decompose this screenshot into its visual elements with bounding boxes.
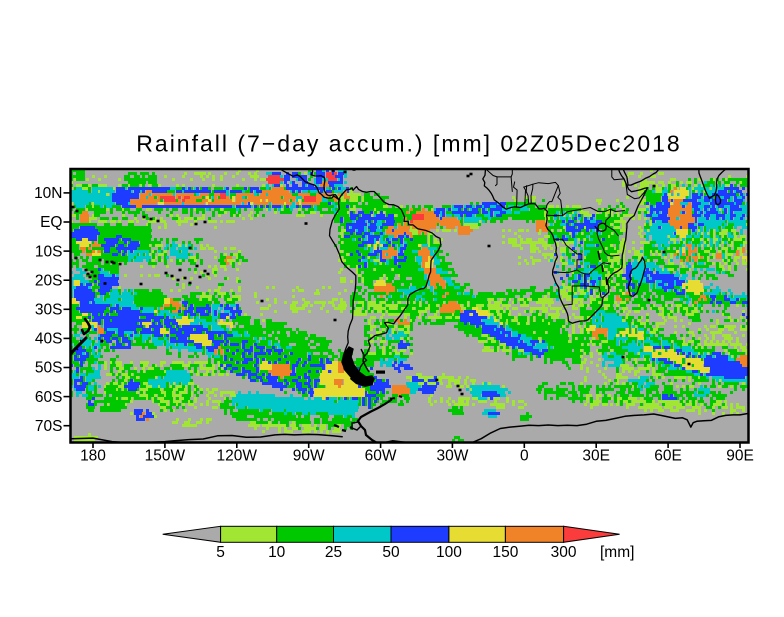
svg-text:Rainfall (7−day accum.) [mm] 0: Rainfall (7−day accum.) [mm] 02Z05Dec201… — [136, 131, 681, 157]
svg-text:60S: 60S — [35, 389, 63, 406]
svg-text:30W: 30W — [436, 448, 468, 465]
svg-text:EQ: EQ — [40, 214, 62, 231]
svg-text:150W: 150W — [145, 448, 186, 465]
svg-text:5: 5 — [216, 544, 225, 561]
svg-text:90E: 90E — [726, 448, 754, 465]
svg-text:30S: 30S — [35, 302, 63, 319]
svg-text:180: 180 — [80, 448, 106, 465]
svg-text:30E: 30E — [582, 448, 610, 465]
svg-text:90W: 90W — [293, 448, 325, 465]
svg-text:60W: 60W — [365, 448, 397, 465]
svg-text:[mm]: [mm] — [600, 544, 634, 561]
svg-text:70S: 70S — [35, 418, 63, 435]
svg-text:10N: 10N — [34, 185, 62, 202]
svg-text:40S: 40S — [35, 331, 63, 348]
svg-text:120W: 120W — [217, 448, 258, 465]
svg-text:25: 25 — [325, 544, 342, 561]
svg-text:0: 0 — [520, 448, 529, 465]
svg-text:300: 300 — [551, 544, 577, 561]
svg-text:60E: 60E — [654, 448, 682, 465]
svg-text:20S: 20S — [35, 272, 63, 289]
svg-text:10S: 10S — [35, 243, 63, 260]
svg-text:50: 50 — [382, 544, 400, 561]
svg-text:10: 10 — [268, 544, 286, 561]
svg-text:150: 150 — [492, 544, 518, 561]
svg-text:50S: 50S — [35, 360, 63, 377]
svg-text:100: 100 — [436, 544, 462, 561]
